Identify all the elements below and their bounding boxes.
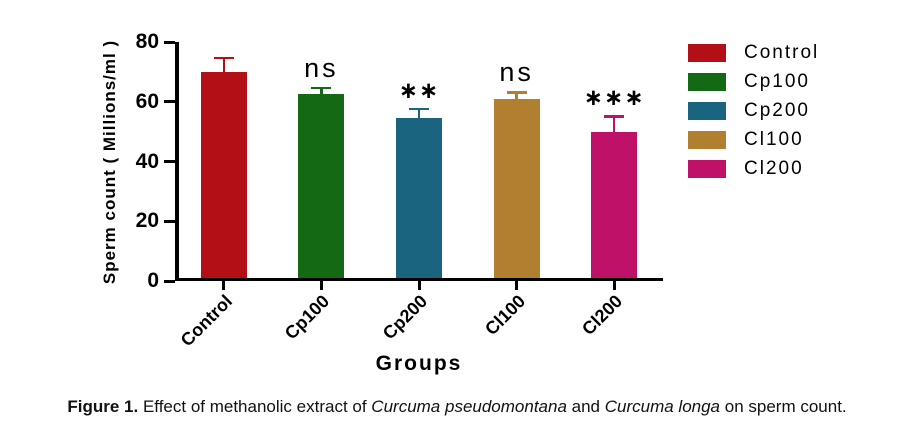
caption-text: on sperm count.: [720, 397, 847, 416]
bar-cp100: [298, 94, 345, 281]
legend: Control Cp100 Cp200 Cl100 Cl200: [688, 42, 820, 179]
x-tick-label: Cp200: [378, 291, 432, 344]
y-tick-label: 60: [135, 89, 159, 113]
legend-label: Cp200: [744, 100, 810, 121]
y-tick-label: 40: [135, 149, 159, 173]
y-tick-mark: [164, 160, 175, 163]
x-tick-mark: [515, 281, 519, 290]
bar-cl100: [493, 98, 540, 281]
error-bar-line: [612, 115, 616, 132]
x-tick-mark: [612, 281, 616, 290]
legend-swatch: [688, 73, 726, 91]
y-tick-mark: [164, 40, 175, 44]
x-tick-label: Cp100: [281, 291, 334, 344]
error-bar-line: [222, 56, 226, 72]
y-tick-label: 80: [135, 30, 159, 53]
x-tick-label: Cl100: [480, 291, 529, 340]
y-tick-mark: [164, 279, 175, 283]
significance-label: ns: [304, 52, 339, 83]
y-tick-mark: [164, 100, 175, 104]
caption-species-1: Curcuma pseudomontana: [371, 397, 567, 416]
significance-label: ∗∗∗: [583, 85, 645, 112]
legend-label: Control: [744, 42, 820, 63]
legend-item: Control: [688, 42, 820, 63]
legend-item: Cl200: [688, 158, 819, 179]
y-tick-mark: [164, 219, 175, 223]
legend-label: Cl200: [744, 158, 804, 179]
x-axis-title: Groups: [375, 352, 463, 375]
x-tick-mark: [222, 281, 226, 290]
legend-swatch: [688, 44, 726, 62]
caption-species-2: Curcuma longa: [604, 397, 721, 416]
error-bar-line: [417, 107, 421, 119]
y-tick-label: 20: [135, 209, 159, 233]
bar-cl200: [591, 131, 638, 281]
error-bar-cap: [604, 115, 625, 118]
legend-item: Cl100: [688, 129, 819, 150]
x-tick-label: Control: [176, 291, 236, 351]
y-tick-label: 0: [147, 269, 159, 292]
figure-caption-label: Figure 1.: [67, 397, 139, 416]
error-bar-line: [320, 86, 323, 95]
y-axis-line: [175, 42, 179, 281]
legend-swatch: [688, 131, 726, 149]
significance-label: ns: [499, 57, 534, 88]
significance-label: ∗∗: [398, 77, 440, 104]
bar-cp200: [396, 118, 442, 281]
caption-text: and: [566, 397, 605, 416]
figure-caption: Figure 1. Effect of methanolic extract o…: [0, 397, 914, 417]
legend-swatch: [688, 160, 726, 178]
bar-control: [200, 71, 247, 281]
legend-swatch: [688, 102, 726, 120]
x-tick-label: Cl200: [578, 291, 627, 340]
error-bar-line: [515, 91, 518, 99]
legend-label: Cl100: [744, 129, 804, 150]
legend-item: Cp200: [688, 100, 819, 121]
plot-area: Control ns Cp100 ∗∗ Cp200 ns Cl100 ∗∗∗ Cl200 0 20…: [136, 30, 663, 350]
x-axis-line: [175, 278, 663, 281]
error-bar-cap: [213, 56, 234, 60]
error-bar-cap: [409, 107, 429, 111]
x-tick-mark: [319, 281, 323, 290]
legend-label: Cp100: [744, 71, 810, 92]
legend-item: Cp100: [688, 71, 819, 92]
caption-text: Effect of methanolic extract of: [138, 397, 372, 416]
error-bar-cap: [311, 86, 332, 90]
x-tick-mark: [417, 281, 421, 290]
bars-layer: Control ns Cp100 ∗∗ Cp200 ns Cl100 ∗∗∗ Cl200: [175, 42, 663, 350]
error-bar-cap: [506, 91, 527, 94]
